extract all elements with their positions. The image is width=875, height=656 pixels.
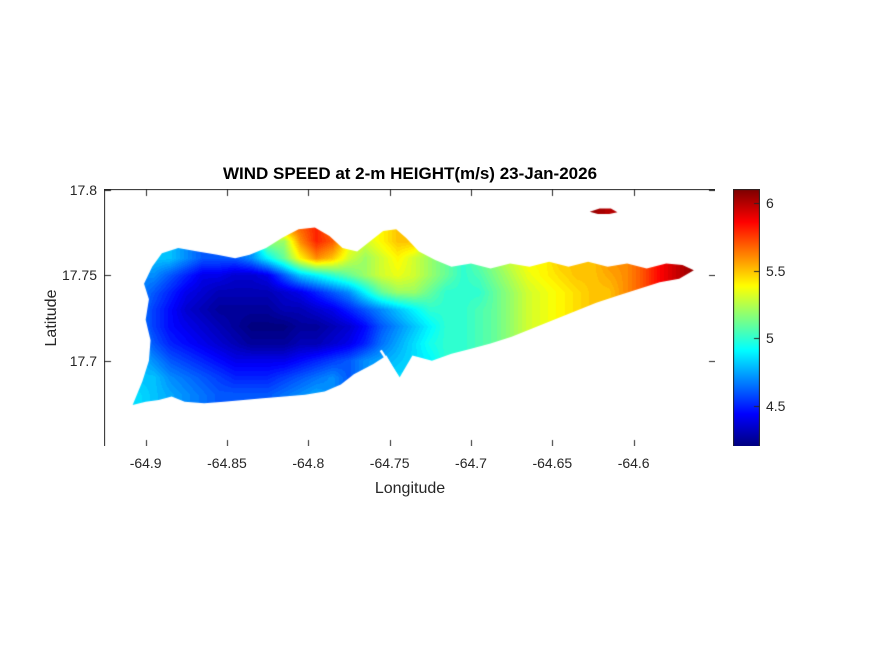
x-tick-label: -64.9 bbox=[129, 455, 162, 471]
colorbar-canvas bbox=[733, 189, 760, 446]
chart-title: WIND SPEED at 2-m HEIGHT(m/s) 23-Jan-202… bbox=[222, 164, 598, 183]
y-axis-label: Latitude bbox=[43, 289, 60, 347]
x-tick-label: -64.75 bbox=[369, 455, 410, 471]
x-tick-label: -64.6 bbox=[617, 455, 650, 471]
y-tick-label: 17.8 bbox=[69, 182, 97, 198]
wind-speed-map-canvas bbox=[104, 189, 715, 446]
x-tick-label: -64.8 bbox=[292, 455, 325, 471]
x-axis-label: Longitude bbox=[374, 480, 446, 497]
colorbar-tick-label: 5 bbox=[766, 330, 774, 347]
colorbar-tick-label: 5.5 bbox=[766, 262, 786, 279]
colorbar-tick-label: 4.5 bbox=[766, 397, 786, 414]
y-tick-label: 17.75 bbox=[61, 267, 97, 284]
x-tick-label: -64.7 bbox=[455, 455, 487, 471]
x-tick-label: -64.65 bbox=[532, 455, 573, 471]
y-tick-label: 17.7 bbox=[69, 352, 97, 369]
x-tick-label: -64.85 bbox=[207, 455, 247, 471]
colorbar-tick-label: 6 bbox=[766, 195, 774, 212]
